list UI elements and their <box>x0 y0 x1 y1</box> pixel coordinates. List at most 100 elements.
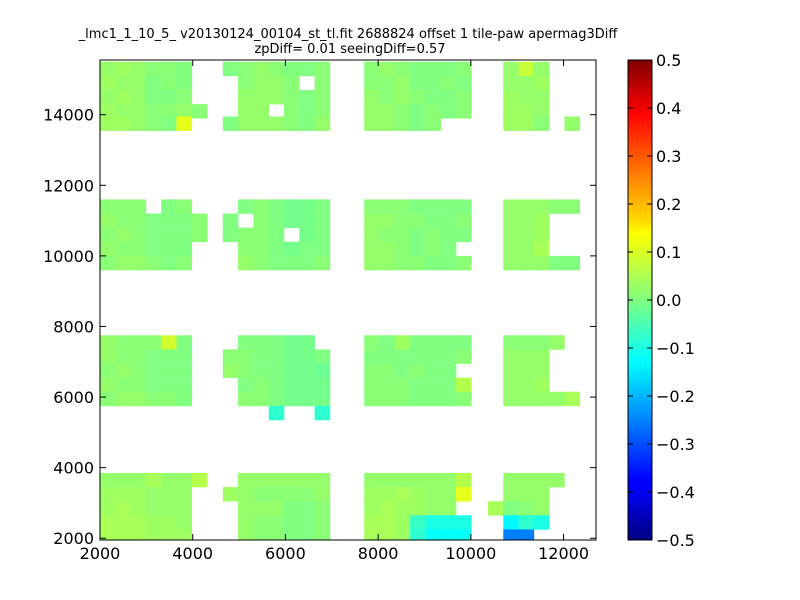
heatmap-cell <box>238 487 254 502</box>
heatmap-cell <box>410 335 426 350</box>
heatmap-cell <box>364 487 380 502</box>
heatmap-cell <box>314 529 331 541</box>
heatmap-cell <box>253 199 270 214</box>
heatmap-cell <box>440 472 457 488</box>
heatmap-cell <box>518 472 535 488</box>
heatmap-cell <box>161 501 177 516</box>
heatmap-cell <box>176 363 193 378</box>
heatmap-cell <box>161 363 177 378</box>
heatmap-cell <box>130 61 147 77</box>
colorbar-tick-label: 0.3 <box>656 147 681 166</box>
heatmap-cell <box>284 241 300 257</box>
heatmap-cell <box>100 199 116 214</box>
heatmap-cell <box>130 90 147 105</box>
heatmap-cell <box>533 255 550 271</box>
heatmap-cell <box>299 349 315 364</box>
heatmap-cell <box>314 472 331 488</box>
heatmap-cell <box>253 241 270 257</box>
heatmap-cell <box>268 529 285 541</box>
heatmap-cell <box>268 241 285 257</box>
axes-frame <box>99 59 597 541</box>
heatmap-cell <box>518 90 535 105</box>
heatmap-cell <box>425 104 442 119</box>
heatmap-cell <box>410 472 426 488</box>
heatmap-cell <box>299 255 315 271</box>
colorbar-tick-label: 0.0 <box>656 291 681 310</box>
heatmap-cell <box>176 90 193 105</box>
heatmap-cell <box>314 90 331 105</box>
heatmap-cell <box>410 116 426 131</box>
heatmap-cell <box>394 529 411 541</box>
heatmap-cell <box>100 349 116 364</box>
heatmap-cell <box>268 501 285 516</box>
x-tick-label: 10000 <box>445 544 496 563</box>
heatmap-cell <box>115 199 131 214</box>
heatmap-cell <box>518 116 535 131</box>
heatmap-cell <box>314 75 331 91</box>
heatmap-cell <box>410 75 426 91</box>
heatmap-cell <box>533 104 550 119</box>
heatmap-cell <box>268 227 285 243</box>
heatmap-cell <box>161 529 177 541</box>
heatmap-cell <box>456 349 472 364</box>
heatmap-cell <box>222 487 239 502</box>
heatmap-cell <box>518 391 535 407</box>
heatmap-cell <box>161 104 177 119</box>
heatmap-cell <box>394 213 411 228</box>
heatmap-cell <box>440 90 457 105</box>
heatmap-cell <box>176 213 193 228</box>
heatmap-cell <box>145 391 162 407</box>
heatmap-cell <box>456 213 472 228</box>
heatmap-cell <box>379 116 396 131</box>
heatmap-cell <box>145 472 162 488</box>
heatmap-cell <box>130 391 147 407</box>
heatmap-cell <box>238 104 254 119</box>
heatmap-cell <box>100 529 116 541</box>
heatmap-cell <box>130 515 147 530</box>
heatmap-cell <box>115 255 131 271</box>
heatmap-cell <box>533 363 550 378</box>
heatmap-cell <box>440 255 457 271</box>
heatmap-cell <box>456 104 472 119</box>
heatmap-cell <box>503 199 519 214</box>
heatmap-cell <box>145 335 162 350</box>
heatmap-cell <box>503 487 519 502</box>
heatmap-cell <box>299 391 315 407</box>
heatmap-cell <box>533 501 550 516</box>
heatmap-cell <box>115 75 131 91</box>
heatmap-cell <box>161 515 177 530</box>
heatmap-cell <box>364 255 380 271</box>
y-tick-label: 10000 <box>43 247 94 266</box>
heatmap-cell <box>314 515 331 530</box>
heatmap-cell <box>503 255 519 271</box>
heatmap-cell <box>253 515 270 530</box>
colorbar-tick-label: −0.3 <box>656 435 695 454</box>
heatmap-cell <box>425 363 442 378</box>
x-tick-label: 6000 <box>265 544 306 563</box>
x-tick-label: 8000 <box>358 544 399 563</box>
heatmap-cell <box>518 199 535 214</box>
heatmap-cell <box>238 335 254 350</box>
heatmap-cell <box>456 75 472 91</box>
heatmap-cell <box>238 515 254 530</box>
heatmap-cell <box>299 335 315 350</box>
heatmap-cell <box>176 529 193 541</box>
x-tick-label: 4000 <box>172 544 213 563</box>
heatmap-cell <box>100 335 116 350</box>
heatmap-cell <box>440 61 457 77</box>
heatmap-cell <box>533 116 550 131</box>
heatmap-cell <box>379 255 396 271</box>
heatmap-cell <box>533 61 550 77</box>
heatmap-cell <box>533 377 550 393</box>
heatmap-cell <box>503 90 519 105</box>
heatmap-cell <box>130 104 147 119</box>
heatmap-cell <box>425 199 442 214</box>
heatmap-cell <box>100 487 116 502</box>
heatmap-cell <box>299 227 315 243</box>
heatmap-cell <box>191 227 208 243</box>
heatmap-cell <box>518 335 535 350</box>
colorbar-tick-label: 0.4 <box>656 99 681 118</box>
heatmap-cell <box>533 213 550 228</box>
heatmap-cell <box>518 377 535 393</box>
heatmap-cell <box>130 241 147 257</box>
